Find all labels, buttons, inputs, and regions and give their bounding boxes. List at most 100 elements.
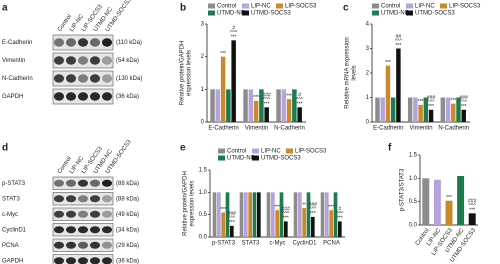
x-tick-label: Vimentin (409, 126, 432, 132)
y-axis-label: Relative protein/GAPDH (183, 171, 189, 236)
blot-band (89, 226, 101, 234)
significance-label: ^^^ (469, 203, 477, 209)
bar (396, 48, 401, 122)
y-axis-label: Relative protein/GAPDH (180, 41, 186, 106)
blot-band (77, 92, 89, 101)
x-tick-label: N-Cadherin (274, 126, 305, 132)
panel-label: c (343, 3, 349, 14)
x-tick-label: E-Cadherin (208, 126, 238, 132)
y-axis-label: expression levels (187, 50, 193, 96)
significance-label: *** (264, 102, 270, 108)
significance-label: *** (418, 99, 424, 105)
bar (248, 192, 253, 237)
significance-label: ^^^ (309, 207, 317, 213)
significance-label: *** (328, 205, 334, 211)
blot-band (53, 257, 65, 264)
y-tick-label: 2 (201, 54, 205, 60)
significance-label: *** (310, 211, 316, 217)
bar (283, 221, 288, 237)
significance-label: *** (428, 104, 434, 110)
blot-band (101, 92, 113, 101)
blot-band (89, 56, 101, 65)
bar (418, 104, 423, 122)
significance-label: ^^^ (428, 100, 436, 106)
protein-label: GAPDH (2, 94, 23, 100)
legend-label: LIP-SOCS3 (295, 149, 327, 155)
blot-band (65, 74, 77, 83)
legend-label: Control (227, 149, 246, 155)
significance-label: *** (297, 102, 303, 108)
bar (229, 225, 234, 237)
legend-swatch (242, 3, 249, 9)
y-tick-label: 4 (366, 22, 370, 28)
legend-swatch (218, 155, 225, 161)
blot-band (101, 257, 113, 264)
bar (390, 97, 396, 122)
blot-band (65, 210, 77, 218)
weight-label: (88 kDa) (116, 181, 139, 187)
blot-band (89, 74, 101, 83)
bar (375, 97, 380, 122)
bar (243, 89, 248, 122)
bar (445, 200, 453, 225)
blot-band (53, 179, 65, 187)
weight-label: (88 kDa) (116, 196, 139, 202)
blot-band (89, 92, 101, 101)
bar (266, 192, 271, 237)
bar (239, 192, 244, 237)
bar (413, 97, 418, 122)
legend-label: LIP-NC (261, 149, 281, 155)
bar (281, 89, 287, 122)
legend-label: Control (381, 4, 400, 10)
legend-swatch (440, 3, 447, 9)
bar (220, 56, 226, 122)
weight-label: (34 kDa) (116, 227, 139, 233)
y-tick-label: 0 (366, 120, 370, 126)
significance-label: ^^^ (228, 216, 236, 222)
protein-label: Vimentin (2, 58, 25, 64)
bar (306, 192, 311, 237)
significance-label: ^^^ (296, 97, 304, 103)
blot-band (53, 210, 65, 218)
y-axis-label: Relative mRNA expression (345, 37, 351, 108)
legend-swatch (372, 10, 379, 16)
bar (333, 192, 338, 237)
y-tick-label: 1.0 (199, 190, 208, 196)
significance-label: ### (468, 199, 477, 205)
blot-band (77, 195, 89, 203)
significance-label: ^^^ (395, 38, 403, 44)
y-tick-label: 1.5 (199, 168, 208, 174)
bar (451, 103, 456, 122)
panel-label: b (180, 3, 186, 14)
bar (279, 192, 284, 237)
legend-label: Control (217, 4, 236, 10)
blot-band (53, 195, 65, 203)
significance-label: # (232, 26, 235, 32)
blot-band (65, 195, 77, 203)
bar (271, 192, 275, 237)
significance-label: ^^^ (460, 100, 468, 106)
legend-label: UTMD-SOCS3 (261, 156, 301, 162)
bar (320, 192, 325, 237)
y-axis-label: levels (352, 65, 358, 80)
x-tick-label: p-STAT3 (212, 241, 236, 247)
x-tick-label: c-Myc (270, 241, 286, 247)
significance-label: *** (446, 195, 452, 201)
legend-label: LIP-SOCS3 (449, 4, 481, 10)
legend-swatch (252, 155, 259, 161)
significance-label: ^^^ (263, 97, 271, 103)
blot-band (77, 226, 89, 234)
blot-band (101, 210, 113, 218)
weight-label: (110 kDa) (116, 40, 142, 46)
blot-band (77, 241, 89, 249)
blot-band (89, 210, 101, 218)
blot-band (89, 241, 101, 249)
legend-swatch (286, 148, 293, 154)
blot-band (53, 241, 65, 249)
significance-label: *** (231, 35, 237, 41)
weight-label: (49 kDa) (116, 212, 139, 218)
y-tick-label: 0 (201, 120, 205, 126)
significance-label: ### (228, 211, 237, 217)
significance-label: # (338, 207, 341, 213)
significance-label: *** (385, 60, 391, 66)
